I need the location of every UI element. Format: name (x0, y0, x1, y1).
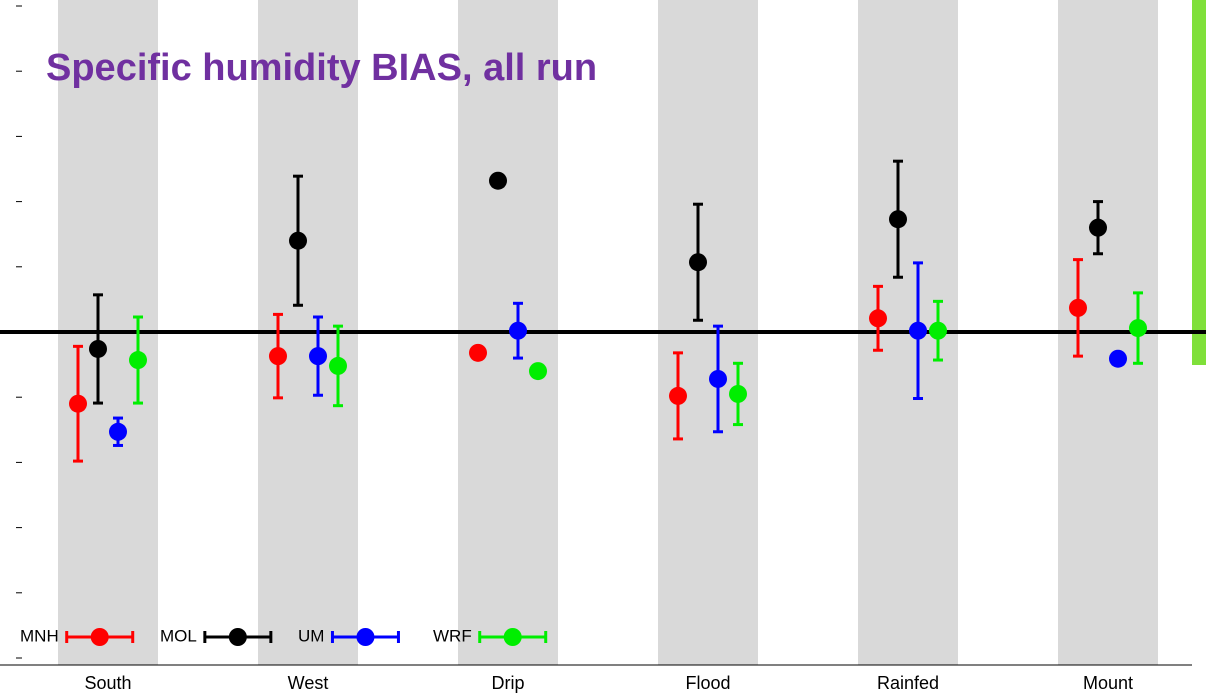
legend-label: MOL (160, 626, 197, 645)
marker (69, 395, 87, 413)
marker (1129, 319, 1147, 337)
legend-marker (91, 628, 109, 646)
x-tick-label: Drip (491, 673, 524, 693)
marker (1089, 219, 1107, 237)
marker (269, 347, 287, 365)
marker (509, 322, 527, 340)
marker (929, 322, 947, 340)
marker (309, 347, 327, 365)
marker (89, 340, 107, 358)
marker (529, 362, 547, 380)
legend-marker (504, 628, 522, 646)
legend-label: WRF (433, 626, 472, 645)
legend-marker (356, 628, 374, 646)
x-tick-label: South (84, 673, 131, 693)
legend-marker (229, 628, 247, 646)
marker (329, 357, 347, 375)
marker (109, 423, 127, 441)
legend-label: UM (298, 626, 324, 645)
chart-title: Specific humidity BIAS, all run (46, 47, 597, 89)
legend-label: MNH (20, 626, 59, 645)
marker (729, 385, 747, 403)
marker (129, 351, 147, 369)
marker (1109, 350, 1127, 368)
marker (1069, 299, 1087, 317)
marker (869, 309, 887, 327)
x-tick-label: West (288, 673, 329, 693)
marker (489, 172, 507, 190)
background-map-strip (1192, 0, 1206, 365)
marker (289, 232, 307, 250)
marker (709, 370, 727, 388)
marker (469, 344, 487, 362)
x-tick-label: Rainfed (877, 673, 939, 693)
chart: Specific humidity BIAS, all run South Wes… (0, 0, 1206, 698)
x-tick-label: Flood (685, 673, 730, 693)
marker (689, 253, 707, 271)
marker (909, 322, 927, 340)
marker (669, 387, 687, 405)
x-tick-label: Mount (1083, 673, 1133, 693)
marker (889, 210, 907, 228)
